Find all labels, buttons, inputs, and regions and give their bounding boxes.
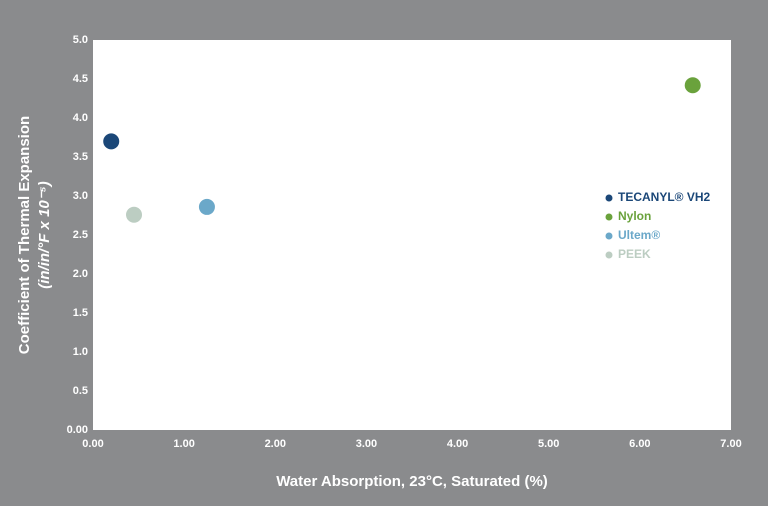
- x-tick-label: 6.00: [629, 438, 650, 450]
- y-tick-label: 4.0: [73, 112, 88, 124]
- x-tick-label: 2.00: [265, 438, 286, 450]
- y-tick-label: 1.0: [73, 346, 88, 358]
- legend-label: PEEK: [618, 247, 651, 261]
- point: [198, 198, 215, 215]
- plot-area: [93, 40, 731, 430]
- y-tick-label: 0.00: [67, 424, 88, 436]
- x-axis-title: Water Absorption, 23°C, Saturated (%): [276, 473, 548, 490]
- y-tick-label: 1.5: [73, 307, 88, 319]
- x-tick-label: 7.00: [720, 438, 741, 450]
- point: [103, 133, 120, 150]
- x-tick-label: 1.00: [173, 438, 194, 450]
- legend-marker: [605, 213, 613, 221]
- y-tick-label: 4.5: [73, 73, 88, 85]
- x-tick-label: 4.00: [447, 438, 468, 450]
- y-tick-label: 5.0: [73, 34, 88, 46]
- x-tick-label: 5.00: [538, 438, 559, 450]
- y-tick-label: 0.5: [73, 385, 88, 397]
- y-axis-title: Coefficient of Thermal Expansion: [16, 116, 33, 354]
- point: [684, 77, 701, 94]
- y-tick-label: 2.5: [73, 229, 88, 241]
- y-tick-label: 2.0: [73, 268, 88, 280]
- point: [126, 206, 143, 223]
- legend-label: Ultem®: [618, 228, 660, 242]
- x-tick-label: 3.00: [356, 438, 377, 450]
- legend-marker: [605, 251, 613, 259]
- legend-label: Nylon: [618, 209, 651, 223]
- y-tick-label: 3.0: [73, 190, 88, 202]
- y-axis-title-units: (in/in/°F x 10⁻⁵): [36, 181, 53, 289]
- legend-label: TECANYL® VH2: [618, 190, 711, 204]
- legend-marker: [605, 232, 613, 240]
- y-tick-label: 3.5: [73, 151, 88, 163]
- x-tick-label: 0.00: [82, 438, 103, 450]
- legend-marker: [605, 194, 613, 202]
